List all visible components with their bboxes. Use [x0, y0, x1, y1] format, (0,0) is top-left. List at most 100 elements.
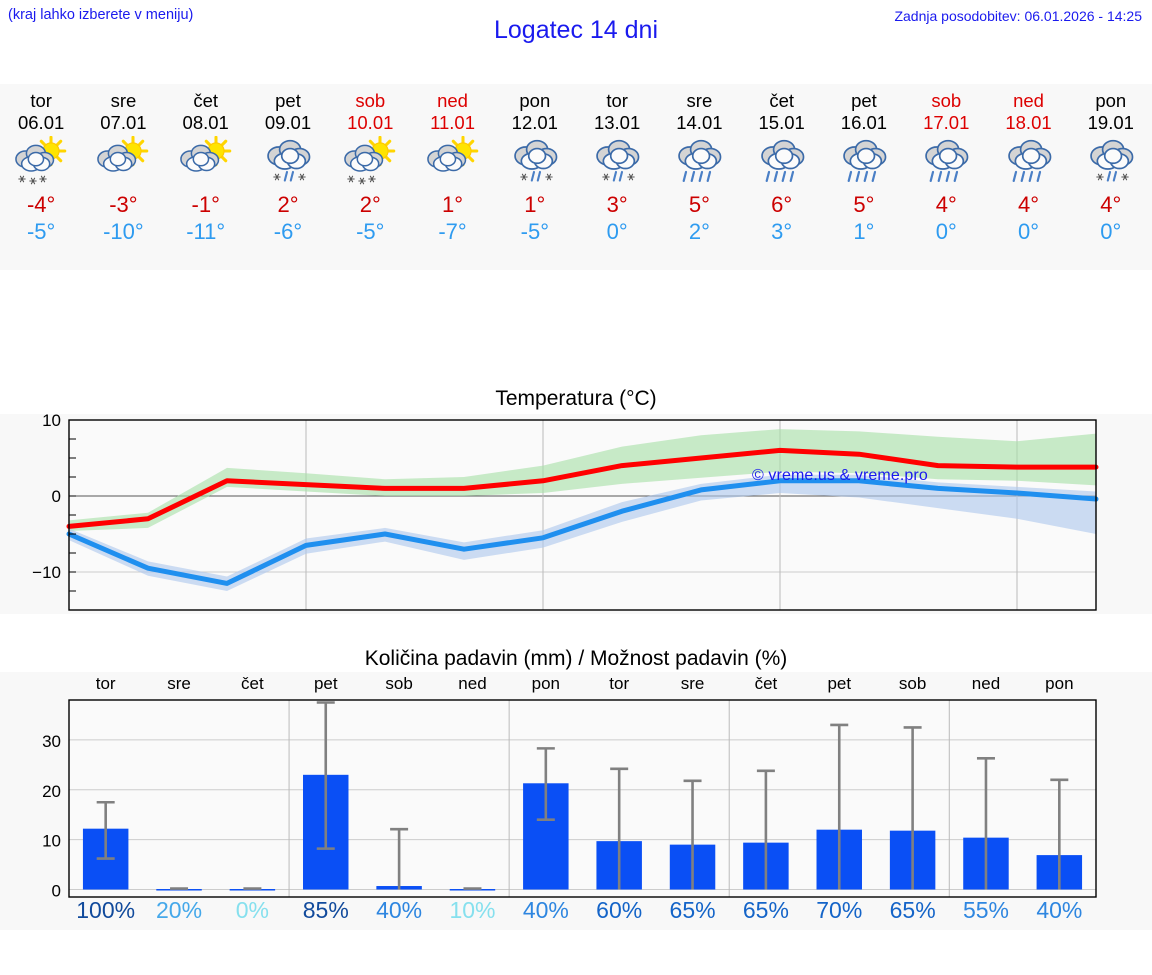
precipitation-error-bar [976, 757, 995, 890]
day-column-08.01[interactable]: čet 08.01 -1° -11° [165, 84, 247, 270]
precipitation-error-bar [463, 887, 482, 890]
day-date: 09.01 [264, 112, 312, 133]
precipitation-day-label: ned [458, 674, 487, 693]
day-column-17.01[interactable]: sob 17.01 4° 0° [905, 84, 987, 270]
precipitation-error-bar [756, 769, 775, 890]
day-date: 07.01 [100, 112, 147, 133]
precipitation-day-label: tor [95, 674, 116, 693]
max-temperature: 1° [524, 192, 546, 217]
precipitation-probability: 0% [235, 897, 270, 923]
weather-icon-wrapper [998, 136, 1060, 188]
precipitation-day-label: pon [531, 674, 561, 693]
day-column-15.01[interactable]: čet 15.01 6° 3° [741, 84, 823, 270]
day-column-13.01[interactable]: tor 13.01 3° 0° [576, 84, 658, 270]
precipitation-chart: 0 10 20 30 [42, 699, 1097, 901]
precipitation-day-label: čet [241, 674, 264, 693]
min-temperature: -5° [26, 219, 56, 244]
min-temperature: 0° [1017, 219, 1040, 244]
precipitation-probability: 20% [156, 897, 203, 923]
cloud-rain-icon [678, 139, 722, 183]
day-date: 06.01 [17, 112, 65, 133]
day-name: ned [437, 90, 468, 111]
day-column-10.01[interactable]: sob 10.01 2° -5° [329, 84, 411, 270]
temperature-y-tick: 10 [42, 414, 61, 430]
precipitation-error-bar [316, 701, 335, 850]
min-temperature: -6° [273, 219, 303, 244]
precipitation-probability: 55% [962, 897, 1010, 923]
day-date: 11.01 [430, 112, 476, 133]
min-temperature: 2° [688, 219, 710, 244]
max-temperature: 4° [1100, 192, 1122, 217]
day-date: 13.01 [593, 112, 641, 133]
day-date: 15.01 [758, 112, 805, 133]
day-column-14.01[interactable]: sre 14.01 5° 2° [658, 84, 740, 270]
precipitation-probability: 60% [596, 897, 643, 923]
partly-sunny-icon [426, 135, 478, 172]
precipitation-day-label: čet [754, 674, 778, 693]
precipitation-y-tick: 30 [42, 732, 61, 751]
precipitation-probability: 40% [522, 897, 569, 923]
menu-hint: (kraj lahko izberete v meniju) [8, 7, 194, 23]
precipitation-error-bar [903, 726, 922, 890]
cloud-rain-icon [760, 139, 805, 183]
precipitation-day-label: sob [898, 674, 927, 693]
precipitation-probability: 65% [669, 897, 716, 923]
precipitation-error-bar [683, 779, 702, 890]
day-column-06.01[interactable]: tor 06.01 -4° -5° [0, 84, 82, 270]
min-temperature: 0° [1100, 219, 1122, 244]
weather-icon-wrapper [586, 136, 648, 188]
weather-icon-wrapper [915, 136, 977, 188]
probability-of-precipitation-row: 100% 20% 0% 85% 40% 10% 40% 60% 65% 65% 70% 65% 55% 4… [69, 897, 1096, 931]
day-name: pet [851, 90, 877, 111]
cloud-rain-icon [1007, 139, 1051, 183]
day-column-09.01[interactable]: pet 09.01 2° -6° [247, 84, 329, 270]
min-temperature: 1° [853, 219, 875, 244]
last-updated: Zadnja posodobitev: 06.01.2026 - 14:25 [894, 8, 1142, 24]
day-column-07.01[interactable]: sre 07.01 -3° -10° [82, 84, 164, 270]
weather-icon-wrapper [833, 136, 895, 188]
max-temperature: 4° [1017, 192, 1040, 217]
weather-icon-wrapper [339, 135, 401, 188]
cloud-sleet-icon [267, 139, 311, 182]
temperature-chart: −10 0 10 [32, 414, 1099, 611]
precipitation-probability: 85% [302, 897, 349, 923]
day-name: pon [519, 90, 551, 111]
precipitation-day-label: pet [313, 674, 338, 693]
partly-sunny-snow-icon [344, 135, 396, 185]
temperature-chart-title: Temperatura (°C) [495, 387, 657, 410]
watermark: © vreme.us & vreme.pro [752, 467, 928, 484]
temperature-y-tick: −10 [32, 563, 61, 582]
day-name: pet [275, 90, 301, 111]
min-temperature: 0° [606, 219, 628, 244]
day-name: čet [193, 90, 219, 111]
day-column-18.01[interactable]: ned 18.01 4° 0° [987, 84, 1069, 270]
day-name: sre [110, 90, 137, 111]
weather-icon-wrapper [175, 135, 237, 188]
precipitation-day-label: pet [827, 674, 852, 693]
max-temperature: 1° [442, 192, 464, 217]
precipitation-probability: 100% [76, 897, 136, 923]
day-date: 19.01 [1087, 112, 1134, 133]
day-name: sre [686, 90, 713, 111]
day-date: 16.01 [840, 112, 888, 133]
cloud-rain-icon [843, 139, 887, 183]
day-column-11.01[interactable]: ned 11.01 1° -7° [411, 84, 493, 270]
precipitation-probability: 65% [889, 897, 936, 923]
day-column-12.01[interactable]: pon 12.01 1° -5° [494, 84, 576, 270]
day-name: pon [1095, 90, 1127, 111]
day-column-16.01[interactable]: pet 16.01 5° 1° [823, 84, 905, 270]
weather-icon-wrapper [257, 136, 319, 188]
max-temperature: -4° [26, 192, 56, 217]
day-date: 17.01 [923, 112, 970, 133]
weather-icon-wrapper [422, 135, 484, 188]
page-title: Logatec 14 dni [493, 16, 659, 44]
day-name: sob [931, 90, 962, 111]
min-temperature: -11° [186, 219, 226, 244]
day-column-19.01[interactable]: pon 19.01 4° 0° [1070, 84, 1152, 270]
max-temperature: 5° [853, 192, 875, 217]
day-date: 08.01 [182, 112, 229, 133]
partly-sunny-icon [97, 135, 149, 172]
precipitation-day-label: tor [609, 674, 630, 693]
precipitation-error-bar [536, 747, 555, 821]
max-temperature: 5° [688, 192, 710, 217]
